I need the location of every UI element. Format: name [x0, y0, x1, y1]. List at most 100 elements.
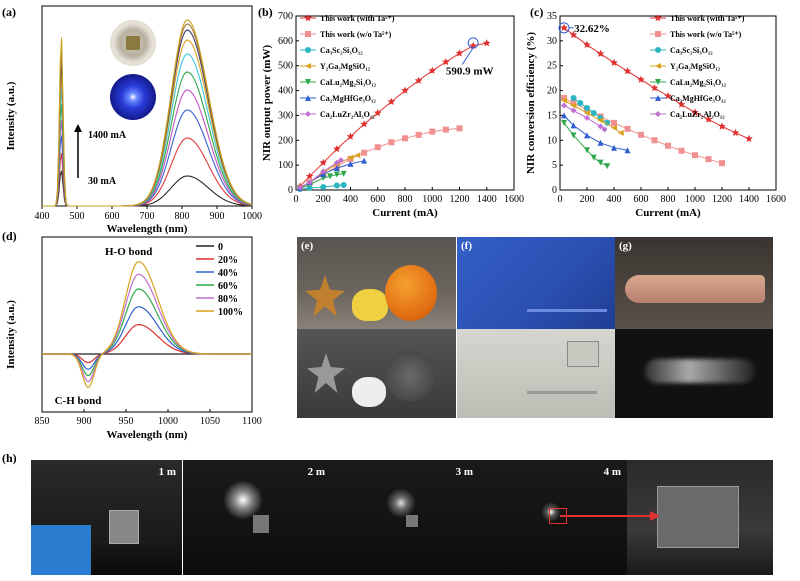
legend-marker-c-4: [655, 79, 661, 85]
point-c-2-3: [590, 109, 597, 116]
point-b-0-9: [414, 76, 423, 84]
inset-device-photo: [31, 525, 91, 575]
device-1m: [109, 510, 139, 544]
x-tick-label-d-1: 900: [77, 416, 92, 427]
point-b-0-8: [401, 86, 409, 94]
point-c-5-4: [611, 144, 617, 151]
legend-label-b-2: Ca₃Sc₂Si₃O₁₂: [320, 46, 363, 55]
point-c-3-2: [584, 109, 590, 116]
point-b-0-2: [319, 158, 328, 166]
point-c-5-2: [584, 132, 590, 139]
point-c-2-1: [577, 100, 584, 106]
device-zoomed: [657, 486, 739, 548]
device-2m: [253, 515, 269, 533]
x-tick-label-b-7: 1400: [477, 194, 497, 205]
point-b-3-4: [347, 154, 354, 161]
device-3m: [406, 515, 418, 527]
point-c-1-10: [692, 152, 698, 159]
y-tick-label-c-0: 0: [552, 185, 557, 196]
legend-label-d-5: 100%: [218, 307, 243, 318]
legend-label-d-1: 20%: [218, 255, 238, 266]
y-tick-label-b-7: 700: [278, 11, 293, 22]
point-c-0-7: [650, 84, 659, 92]
point-b-0-14: [482, 39, 491, 47]
chart-b-output-power: 0 200 400 600 800 1000 1200 1400 1600 0 100 200 300 4…: [261, 11, 524, 219]
point-c-0-0: [560, 23, 568, 32]
point-b-1-5: [361, 149, 368, 156]
legend-marker-c-0: [654, 14, 662, 22]
panel-label-f: (f): [461, 240, 472, 252]
light-glow-3m: [386, 488, 416, 518]
legend-marker-b-0: [304, 14, 312, 22]
legend-marker-b-3: [305, 63, 311, 69]
point-c-0-2: [583, 40, 591, 49]
annotation-a-high: 1400 mA: [88, 130, 127, 141]
legend-label-c-0: This work (with Ta⁵⁺): [670, 14, 745, 23]
point-b-5-5: [361, 157, 368, 164]
legend-label-c-2: Ca₃Sc₂Si₃O₁₂: [670, 46, 713, 55]
legend-label-d-2: 40%: [218, 268, 238, 279]
point-c-3-0: [561, 97, 568, 104]
x-tick-label-d-4: 1050: [200, 416, 220, 427]
x-tick-label-c-0: 0: [558, 194, 563, 205]
panel-label-c: (c): [530, 5, 543, 19]
point-b-4-5: [340, 170, 347, 177]
legend-label-b-5: Ca₂MgHfGe₃O₁₂: [320, 94, 376, 103]
photo-f-visible: (f): [457, 237, 615, 329]
legend-marker-c-2: [655, 47, 661, 53]
y-tick-label-b-2: 200: [278, 135, 293, 146]
card-stripe: [527, 309, 607, 312]
point-c-5-1: [570, 122, 577, 129]
point-c-0-13: [731, 128, 740, 137]
photo-f-nir: [457, 329, 615, 418]
point-c-2-2: [584, 104, 590, 111]
legend-marker-c-3: [655, 63, 661, 69]
distance-label-3m: 3 m: [455, 466, 473, 478]
legend-label-c-3: Y₂Ga₂MgSiO₁₂: [670, 62, 721, 71]
point-c-5-5: [624, 147, 631, 154]
point-c-0-14: [745, 134, 753, 142]
legend-marker-c-5: [655, 95, 661, 101]
point-b-2-4: [340, 182, 347, 189]
point-b-4-4: [333, 171, 340, 178]
x-tick-label-c-5: 1000: [685, 194, 705, 205]
led-chip: [126, 36, 140, 50]
card-text-nir: [527, 391, 597, 394]
point-b-4-3: [327, 173, 334, 180]
x-tick-label-b-2: 400: [343, 194, 358, 205]
point-c-0-9: [677, 100, 686, 108]
point-b-2-1: [306, 185, 313, 192]
point-c-0-1: [569, 30, 578, 39]
point-c-1-6: [638, 131, 644, 138]
point-b-0-5: [360, 120, 368, 128]
point-b-5-4: [347, 160, 354, 167]
point-b-1-11: [442, 126, 449, 133]
point-c-0-8: [664, 92, 672, 100]
y-tick-label-c-3: 15: [547, 110, 557, 121]
point-c-3-5: [617, 129, 624, 136]
annotation-b: 590.9 mW: [446, 65, 494, 77]
point-c-0-3: [596, 49, 605, 57]
rubber-duck: [352, 289, 388, 321]
x-tick-label-c-8: 1600: [766, 194, 786, 205]
photo-e-visible: (e): [297, 237, 456, 329]
x-tick-label-a-3: 700: [140, 211, 155, 222]
point-b-0-1: [305, 172, 314, 180]
x-tick-label-d-3: 1000: [158, 416, 178, 427]
point-c-0-4: [610, 58, 618, 66]
y-axis-label-b: NIR output power (mW): [261, 45, 273, 162]
point-b-0-4: [346, 132, 355, 140]
point-c-0-6: [637, 75, 645, 83]
point-b-5-3: [333, 165, 340, 172]
point-c-1-4: [611, 119, 617, 126]
orange: [385, 265, 437, 321]
legend-label-d-3: 60%: [218, 281, 238, 292]
y-tick-label-c-4: 20: [547, 86, 557, 97]
series-d-5: [42, 261, 252, 388]
point-b-6-2: [320, 168, 327, 175]
point-c-6-4: [601, 126, 608, 133]
x-tick-label-b-8: 1600: [504, 194, 524, 205]
plot-frame-c: [559, 15, 777, 191]
annotation-d-ho: H-O bond: [105, 246, 152, 258]
